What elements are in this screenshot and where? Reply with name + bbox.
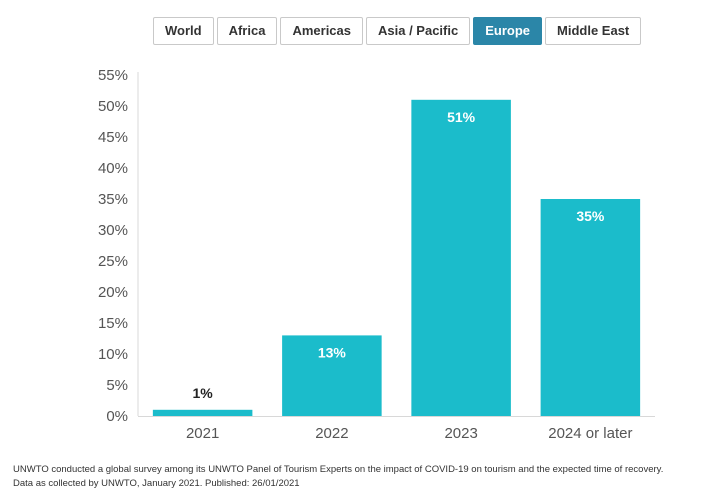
tab-world[interactable]: World (153, 17, 214, 45)
bar-2024-or-later (540, 199, 641, 416)
footnote: UNWTO conducted a global survey among it… (13, 463, 703, 491)
footnote-line-2: Data as collected by UNWTO, January 2021… (13, 478, 300, 489)
x-tick-label: 2022 (315, 425, 348, 442)
y-tick-label: 50% (98, 98, 128, 115)
tab-africa[interactable]: Africa (216, 17, 278, 45)
tab-europe[interactable]: Europe (473, 17, 543, 45)
y-tick-label: 30% (98, 222, 128, 239)
bar-2021 (152, 409, 253, 416)
tab-asia-pacific[interactable]: Asia / Pacific (366, 17, 471, 45)
data-label: 1% (193, 385, 214, 401)
y-tick-label: 0% (106, 408, 128, 425)
y-tick-label: 55% (98, 67, 128, 84)
data-label: 13% (318, 344, 347, 360)
y-tick-label: 40% (98, 160, 128, 177)
y-tick-label: 10% (98, 346, 128, 363)
y-tick-label: 5% (106, 377, 128, 394)
data-label: 51% (447, 109, 476, 125)
region-tabs: World Africa Americas Asia / Pacific Eur… (153, 17, 642, 45)
y-tick-label: 35% (98, 191, 128, 208)
bar-2023 (411, 99, 511, 417)
data-label: 35% (576, 208, 605, 224)
y-tick-label: 20% (98, 284, 128, 301)
tab-americas[interactable]: Americas (280, 17, 363, 45)
x-tick-label: 2024 or later (548, 425, 632, 442)
y-tick-label: 15% (98, 315, 128, 332)
x-tick-label: 2021 (186, 425, 219, 442)
x-tick-label: 2023 (444, 425, 477, 442)
tab-middle-east[interactable]: Middle East (545, 17, 642, 45)
y-tick-label: 25% (98, 253, 128, 270)
bar-2022 (282, 335, 382, 416)
y-tick-label: 45% (98, 129, 128, 146)
bar-chart: 0% 5% 10% 15% 20% 25% 30% 35% 40% 45% 50% 55% 1% 2021… (98, 67, 655, 442)
footnote-line-1: UNWTO conducted a global survey among it… (13, 464, 664, 475)
